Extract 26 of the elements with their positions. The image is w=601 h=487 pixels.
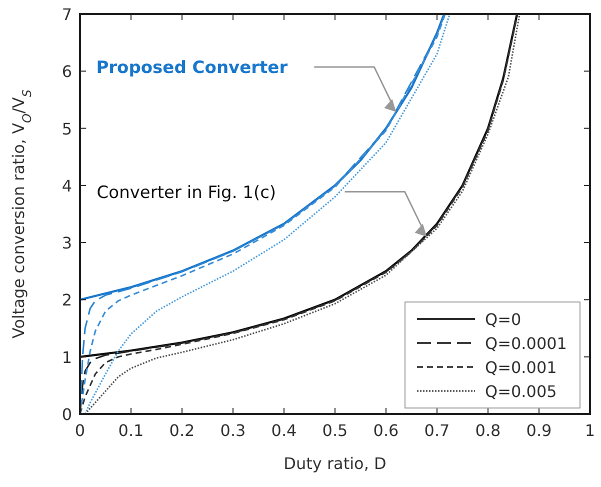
y-tick-label: 2 [62,290,72,310]
x-tick-label: 0.8 [475,421,501,440]
y-tick-label: 4 [62,176,72,196]
y-tick-label: 7 [62,5,72,24]
y-tick-label: 3 [62,234,72,253]
x-tick-label: 1 [584,421,596,440]
x-tick-label: 0.7 [424,421,450,440]
legend-label: Q=0 [485,310,522,329]
annotation: Proposed Converter [96,58,288,78]
x-tick-label: 0.4 [271,421,297,440]
legend-label: Q=0.001 [485,358,557,377]
x-tick-label: 0.6 [373,421,399,440]
y-tick-label: 5 [62,119,72,138]
annotation: Converter in Fig. 1(c) [96,182,276,203]
x-tick-label: 0.1 [118,421,144,440]
x-tick-label: 0.9 [526,421,552,440]
x-tick-label: 0.2 [169,421,195,440]
x-axis-title: Duty ratio, D [284,454,386,473]
x-tick-label: 0.5 [322,421,348,440]
x-tick-label: 0.3 [220,421,246,440]
y-tick-label: 6 [62,62,72,82]
x-tick-label: 0 [74,421,86,440]
legend-label: Q=0.005 [485,382,557,401]
legend-label: Q=0.0001 [485,334,567,353]
y-tick-label: 1 [62,348,72,367]
y-tick-label: 0 [62,405,72,424]
